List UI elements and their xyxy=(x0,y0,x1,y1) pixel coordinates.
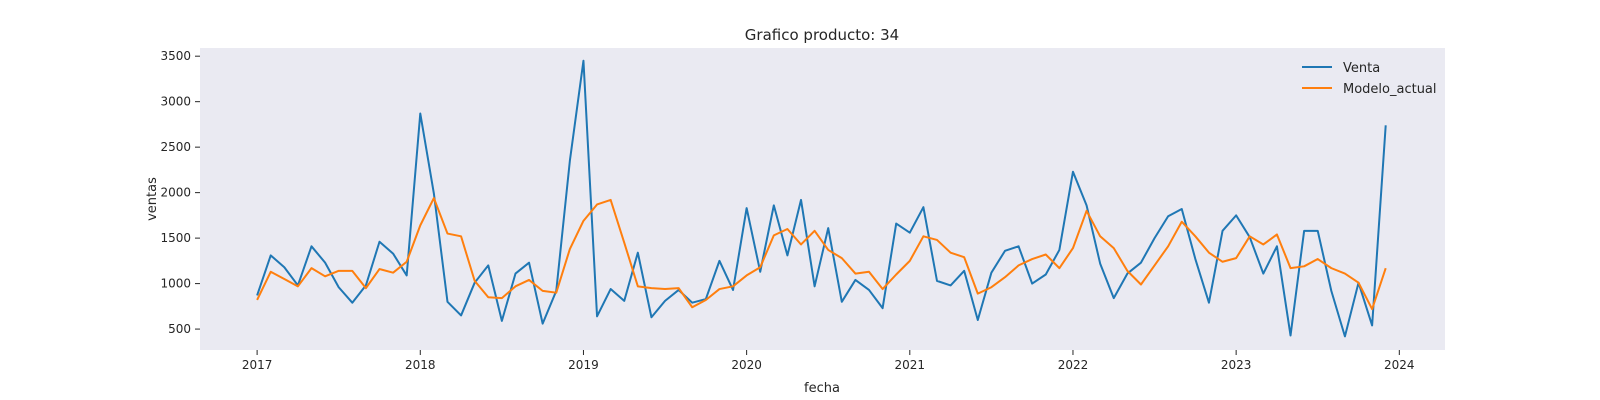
chart-title: Grafico producto: 34 xyxy=(745,26,899,44)
x-tick-label: 2022 xyxy=(1058,358,1089,372)
x-tick-label: 2019 xyxy=(568,358,599,372)
y-tick-label: 1500 xyxy=(160,231,191,245)
legend-label-venta: Venta xyxy=(1343,61,1380,76)
x-tick-label: 2017 xyxy=(242,358,273,372)
y-tick-label: 1000 xyxy=(160,277,191,291)
x-tick-label: 2018 xyxy=(405,358,436,372)
y-tick-label: 500 xyxy=(168,322,191,336)
x-tick-label: 2024 xyxy=(1384,358,1415,372)
x-tick-label: 2021 xyxy=(895,358,926,372)
plot-area xyxy=(200,48,1445,350)
y-tick-label: 2500 xyxy=(160,140,191,154)
y-tick-label: 3500 xyxy=(160,49,191,63)
y-axis-title: ventas xyxy=(145,177,160,221)
x-tick-label: 2023 xyxy=(1221,358,1252,372)
legend-label-modelo-actual: Modelo_actual xyxy=(1343,82,1437,97)
x-tick-label: 2020 xyxy=(731,358,762,372)
x-axis-title: fecha xyxy=(804,381,840,396)
y-tick-label: 3000 xyxy=(160,95,191,109)
y-tick-label: 2000 xyxy=(160,186,191,200)
